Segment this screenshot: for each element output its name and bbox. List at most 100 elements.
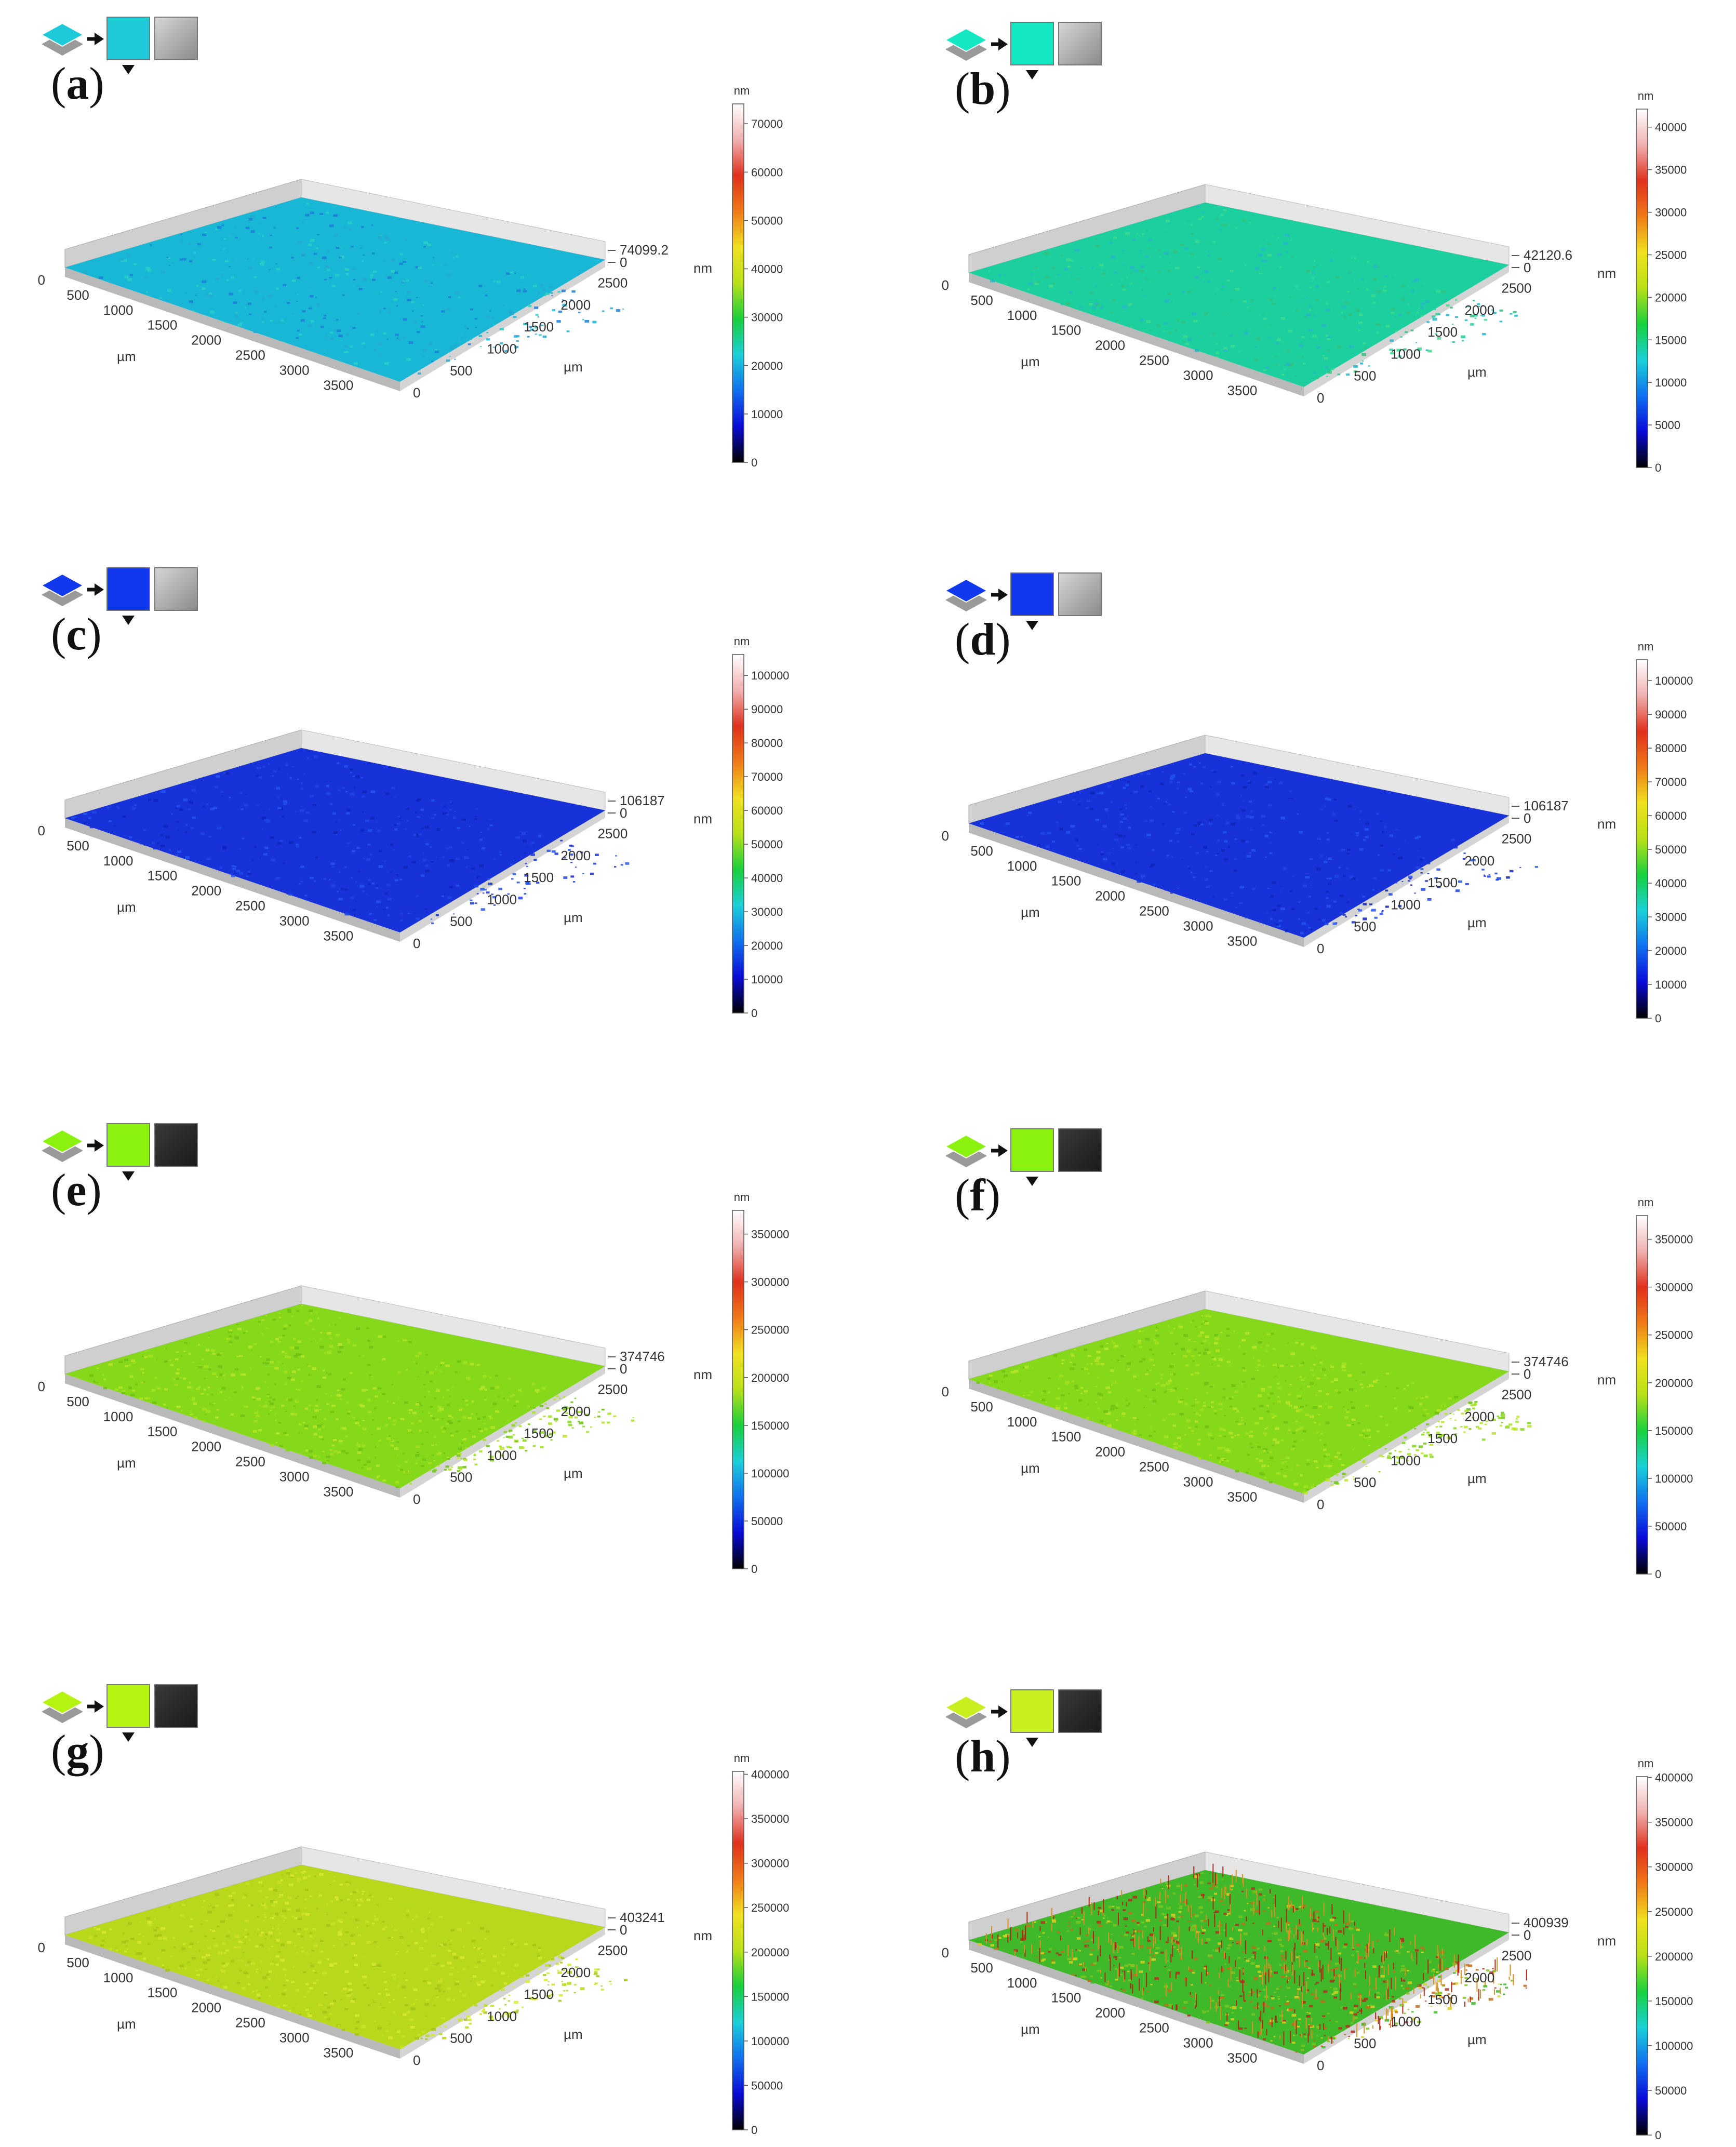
z-max-label: 74099.2 <box>620 242 669 258</box>
z-min-label: 0 <box>620 805 627 821</box>
colorbar: nm 0 10000 20000 30000 40000 50000 60000 70000 80… <box>732 635 789 1020</box>
colorbar-tick-label: 60000 <box>751 166 783 179</box>
colorbar-tick-label: 0 <box>1655 1012 1661 1025</box>
y-tick-label: 0 <box>413 936 420 951</box>
colorbar-gradient <box>732 103 744 463</box>
x-tick-label: 2000 <box>191 2000 221 2016</box>
x-tick-label: 0 <box>38 272 45 288</box>
z-max-label: 374746 <box>620 1349 665 1364</box>
colorbar-tick-label: 20000 <box>1655 291 1687 304</box>
y-tick-label: 2000 <box>1464 853 1494 869</box>
y-tick-label: 1500 <box>524 319 554 335</box>
colorbar: nm 0 10000 20000 30000 40000 50000 60000 70000 <box>732 84 783 469</box>
x-tick-label: 1500 <box>1051 873 1081 889</box>
x-tick-label: 2000 <box>1095 888 1125 904</box>
x-tick-label: 3000 <box>279 913 310 929</box>
y-axis-label: µm <box>1467 915 1487 930</box>
y-tick-label: 2000 <box>560 848 591 863</box>
sample-icon-group <box>40 1684 198 1742</box>
colorbar-unit: nm <box>734 1752 750 1765</box>
pointer-triangle-icon <box>122 1171 135 1181</box>
surface-plot-3d <box>968 1851 1527 2064</box>
colorbar-tick-label: 150000 <box>751 1990 789 2003</box>
coating-layer-icon <box>944 1134 989 1159</box>
x-tick-label: 2000 <box>1095 338 1125 353</box>
colorbar-tick-label: 300000 <box>751 1276 789 1289</box>
x-tick-label: 0 <box>38 823 45 838</box>
x-tick-label: 1500 <box>147 1985 177 2001</box>
x-tick-label: 1500 <box>147 868 177 884</box>
colorbar-tick-label: 50000 <box>1655 2084 1687 2097</box>
colorbar-tick-label: 80000 <box>751 737 783 750</box>
panel-label: (e) <box>51 1165 102 1216</box>
colorbar-tick-label: 200000 <box>751 1946 789 1959</box>
colorbar-tick-label: 300000 <box>1655 1861 1693 1874</box>
x-tick-label: 3500 <box>324 1484 354 1499</box>
y-tick-label: 500 <box>1354 1475 1376 1490</box>
z-unit-label: nm <box>693 811 712 826</box>
x-tick-label: 500 <box>970 292 993 308</box>
micrograph-thumbnail <box>1058 1128 1102 1172</box>
colorbar-tick-label: 90000 <box>1655 708 1687 721</box>
z-min-label: 0 <box>1524 810 1531 826</box>
base-front-left <box>969 823 1304 947</box>
colorbar-tick-label: 400000 <box>751 1768 789 1781</box>
colorbar-tick-label: 50000 <box>1655 1520 1687 1533</box>
panel-label: (c) <box>51 609 102 660</box>
x-tick-label: 0 <box>942 828 949 844</box>
z-unit-label: nm <box>693 260 712 276</box>
x-tick-label: 0 <box>38 1940 45 1955</box>
x-tick-label: 1500 <box>1051 323 1081 338</box>
colorbar-tick-label: 100000 <box>1655 674 1693 687</box>
colorbar-tick-label: 30000 <box>751 905 783 918</box>
y-tick-label: 0 <box>1317 941 1324 956</box>
colorbar-tick-label: 50000 <box>751 1515 783 1528</box>
coating-layer-icon <box>944 1695 989 1720</box>
colorbar-tick-label: 250000 <box>1655 1329 1693 1342</box>
base-front-left <box>969 273 1304 396</box>
x-tick-label: 2000 <box>191 332 221 348</box>
x-tick-label: 1500 <box>147 317 177 333</box>
colorbar-unit: nm <box>1638 1196 1654 1209</box>
colorbar-tick-label: 350000 <box>751 1812 789 1825</box>
coating-layer-icon <box>40 573 85 598</box>
colorbar-gradient <box>1636 109 1648 468</box>
x-tick-label: 2500 <box>235 898 265 914</box>
arrow-head-icon <box>998 1705 1008 1718</box>
colorbar-gradient <box>1636 659 1648 1019</box>
x-tick-label: 2500 <box>1139 1459 1169 1475</box>
x-tick-label: 3500 <box>324 928 354 943</box>
x-axis-label: µm <box>1021 904 1040 920</box>
x-tick-label: 3000 <box>279 2030 310 2046</box>
x-axis-label: µm <box>117 2016 136 2032</box>
y-axis-label: µm <box>1467 364 1487 380</box>
y-tick-label: 1500 <box>524 1425 554 1441</box>
x-tick-label: 1000 <box>103 1970 133 1985</box>
z-min-label: 0 <box>1524 260 1531 275</box>
coating-layer-icon <box>944 28 989 52</box>
colorbar-tick-label: 10000 <box>751 973 783 986</box>
micrograph-thumbnail <box>154 1684 198 1728</box>
colorbar-unit: nm <box>734 635 750 648</box>
z-min-label: 0 <box>620 1361 627 1377</box>
colorbar-tick-label: 300000 <box>751 1857 789 1870</box>
y-tick-label: 2500 <box>1502 1948 1532 1964</box>
base-front-right <box>400 260 605 391</box>
z-max-label: 42120.6 <box>1524 247 1572 263</box>
colorbar-tick-label: 100000 <box>751 2035 789 2048</box>
colorbar-tick-label: 50000 <box>1655 843 1687 856</box>
panel-g: (g) 0 500 1000 1500 2000 2500 3000 3500 µm 0 500 100… <box>38 1684 789 2137</box>
colorbar-tick-label: 250000 <box>751 1324 789 1337</box>
z-unit-label: nm <box>1597 1372 1616 1388</box>
colorbar-unit: nm <box>734 84 750 97</box>
colorbar-tick-label: 40000 <box>1655 121 1687 134</box>
y-tick-label: 500 <box>1354 2036 1376 2051</box>
x-tick-label: 2500 <box>1139 903 1169 919</box>
colorbar-tick-label: 200000 <box>1655 1950 1693 1963</box>
z-unit-label: nm <box>693 1367 712 1382</box>
x-tick-label: 3500 <box>1227 933 1258 949</box>
colorbar-tick-label: 10000 <box>1655 978 1687 991</box>
panel-b: (b) 0 500 1000 1500 2000 2500 3000 3500 µm 0 500 100… <box>942 22 1687 474</box>
x-tick-label: 3000 <box>1183 2035 1213 2051</box>
x-tick-label: 0 <box>38 1379 45 1394</box>
